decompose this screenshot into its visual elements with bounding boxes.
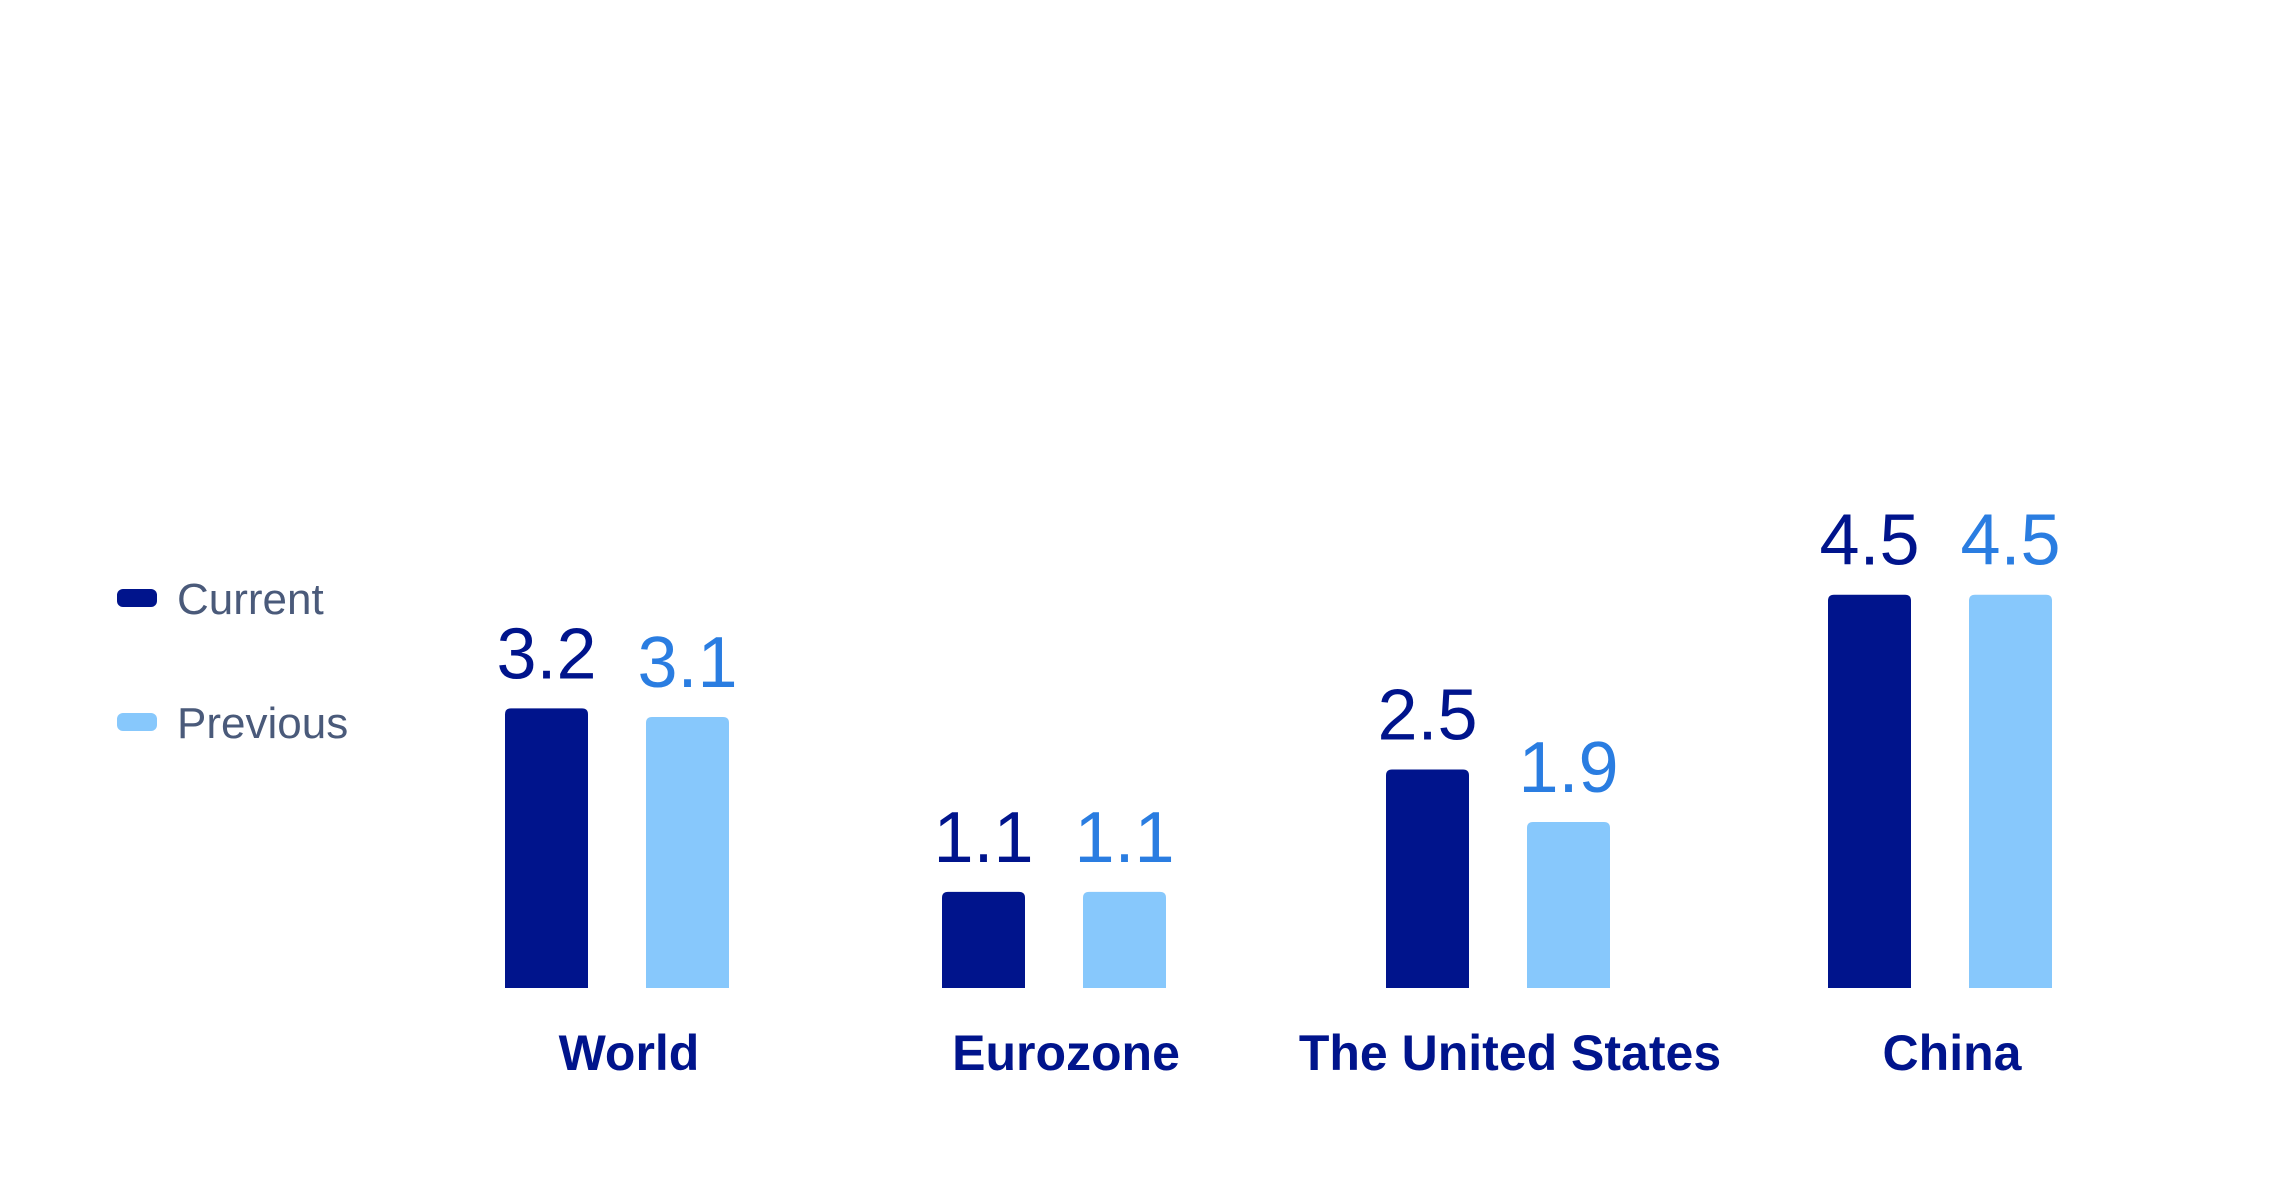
legend-swatch [117, 589, 157, 607]
x-tick-label: China [1883, 1025, 2023, 1081]
bar [1386, 769, 1469, 988]
value-label: 3.1 [637, 623, 737, 703]
bar [505, 708, 588, 988]
bar [1828, 594, 1911, 988]
value-label: 1.1 [1074, 798, 1174, 878]
value-label: 1.1 [933, 798, 1033, 878]
bar [1969, 594, 2052, 988]
bar [1083, 891, 1166, 988]
bar [942, 891, 1025, 988]
bar [646, 717, 729, 988]
value-label: 4.5 [1960, 501, 2060, 581]
legend-label: Previous [177, 699, 348, 748]
x-tick-label: Eurozone [952, 1025, 1180, 1081]
legend-label: Current [177, 575, 324, 624]
value-label: 3.2 [496, 614, 596, 694]
value-label: 4.5 [1819, 501, 1919, 581]
x-tick-label: The United States [1299, 1025, 1721, 1081]
value-label: 1.9 [1518, 728, 1618, 808]
x-tick-label: World [559, 1025, 700, 1081]
value-label: 2.5 [1377, 676, 1477, 756]
bar [1527, 821, 1610, 988]
legend-swatch [117, 713, 157, 731]
